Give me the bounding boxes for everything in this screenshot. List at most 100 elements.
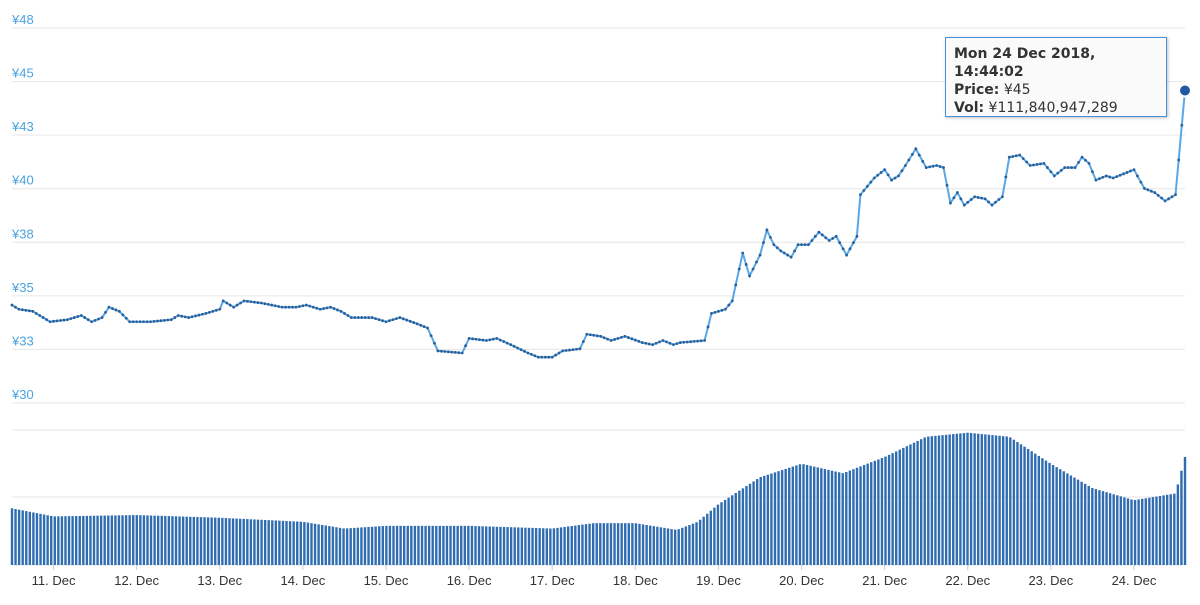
price-point	[1177, 158, 1181, 162]
price-point	[384, 320, 388, 324]
price-point	[949, 201, 952, 205]
volume-bar	[1026, 448, 1030, 565]
volume-bar	[581, 524, 584, 565]
price-point	[242, 299, 246, 303]
volume-bar	[456, 525, 459, 565]
price-point	[1115, 175, 1119, 179]
volume-bar	[563, 526, 566, 565]
volume-bar	[181, 516, 185, 565]
volume-bar	[256, 519, 260, 565]
x-tick-label: 14. Dec	[280, 573, 325, 588]
price-point	[682, 340, 686, 344]
price-point	[287, 305, 291, 309]
price-point	[599, 334, 603, 338]
price-point	[990, 203, 994, 207]
volume-bar	[139, 515, 142, 565]
price-point	[768, 235, 772, 239]
price-point	[727, 303, 731, 307]
volume-bar	[559, 527, 563, 565]
price-point	[1059, 168, 1063, 172]
price-point	[460, 351, 464, 355]
volume-bar	[35, 513, 39, 565]
price-point	[183, 315, 187, 319]
price-point	[713, 310, 717, 314]
volume-bar	[1155, 496, 1158, 565]
volume-bar	[438, 525, 442, 565]
price-point	[1039, 162, 1042, 166]
volume-bar	[360, 527, 363, 565]
price-point	[696, 339, 700, 343]
price-point	[478, 338, 481, 342]
price-point	[561, 349, 565, 353]
price-point	[665, 340, 668, 344]
volume-bar	[399, 525, 402, 565]
volume-bar	[531, 527, 534, 565]
price-point	[869, 180, 873, 184]
price-point	[1070, 166, 1074, 169]
price-point	[1052, 174, 1056, 178]
price-point	[1042, 162, 1046, 165]
price-point	[717, 309, 720, 313]
volume-bar	[495, 526, 499, 565]
price-point	[336, 308, 339, 312]
tooltip-volume: Vol: ¥111,840,947,289	[954, 99, 1158, 117]
volume-bar	[706, 513, 709, 565]
volume-bar	[984, 434, 987, 565]
volume-bar	[723, 499, 727, 565]
volume-bar	[959, 433, 962, 565]
volume-bar	[192, 516, 196, 565]
price-point	[318, 307, 322, 311]
price-point	[173, 316, 177, 319]
volume-bar	[292, 521, 295, 565]
volume-bar	[766, 474, 770, 565]
volume-bar	[142, 515, 146, 565]
price-point	[557, 351, 561, 355]
highlighted-point	[1178, 83, 1192, 98]
price-point	[1091, 170, 1094, 174]
volume-bar	[221, 517, 224, 565]
price-point	[1170, 195, 1174, 199]
price-point	[692, 339, 696, 343]
price-point	[204, 312, 208, 315]
volume-bar	[862, 465, 866, 565]
x-tick-label: 24. Dec	[1112, 573, 1157, 588]
price-point	[277, 305, 281, 308]
price-point	[491, 337, 495, 341]
price-point	[446, 350, 450, 354]
y-tick-label: ¥48	[11, 12, 34, 27]
volume-bar	[645, 524, 648, 565]
volume-bar	[164, 515, 167, 565]
volume-bar	[609, 523, 613, 565]
price-point	[879, 171, 883, 174]
price-point	[737, 267, 741, 271]
volume-bar	[1083, 483, 1087, 565]
price-point	[1149, 189, 1153, 193]
price-point	[706, 325, 710, 329]
price-point	[450, 350, 454, 354]
price-point	[782, 251, 786, 255]
price-point	[623, 334, 627, 338]
volume-bar	[820, 468, 823, 565]
volume-bar	[542, 528, 545, 565]
volume-bar	[17, 509, 21, 565]
price-point	[311, 305, 315, 309]
volume-bar	[784, 468, 787, 565]
volume-bar	[153, 515, 156, 565]
price-point	[1087, 162, 1091, 165]
volume-bar	[32, 512, 35, 565]
volume-bar	[107, 515, 110, 565]
volume-bar	[773, 472, 777, 565]
volume-bar	[238, 518, 242, 565]
volume-bar	[948, 434, 951, 565]
price-point	[253, 300, 256, 304]
y-tick-label: ¥45	[11, 66, 34, 81]
price-point	[280, 305, 284, 309]
price-point	[246, 299, 249, 303]
price-point	[900, 169, 904, 173]
volume-bar	[934, 435, 937, 565]
volume-bar	[1080, 481, 1083, 565]
x-tick-label: 18. Dec	[613, 573, 658, 588]
price-point	[973, 195, 977, 199]
price-point	[59, 319, 62, 322]
